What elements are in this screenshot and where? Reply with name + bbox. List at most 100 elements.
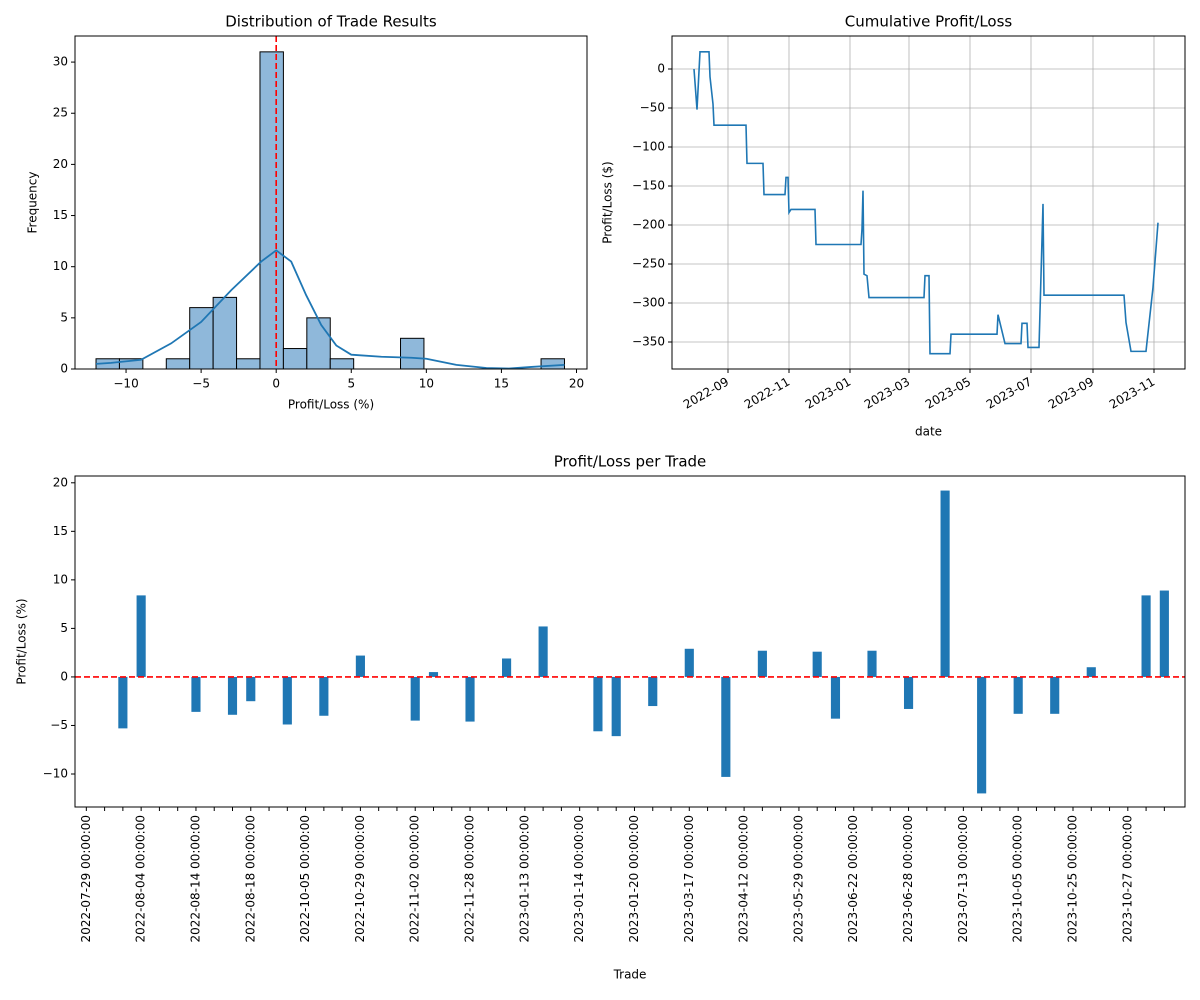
bar [977, 676, 987, 794]
y-tick-label: 20 [53, 475, 68, 489]
y-tick-label: −350 [632, 335, 665, 349]
x-tick-label: 20 [569, 377, 584, 391]
y-tick-label: 15 [53, 524, 68, 538]
x-tick-label: 2023-07-13 00:00:00 [956, 815, 970, 942]
x-tick-label: 2023-03 [862, 375, 912, 412]
axes-frame [74, 475, 1186, 808]
x-tick-label: 2023-01 [803, 375, 853, 412]
bar [118, 676, 128, 729]
x-tick-label: 2023-04-12 00:00:00 [737, 815, 751, 942]
bar [757, 650, 767, 677]
x-tick-label: 2023-07 [984, 375, 1034, 412]
y-tick-label: −50 [640, 100, 665, 114]
y-tick-label: −250 [632, 257, 665, 271]
x-tick-label: 5 [347, 377, 355, 391]
y-tick-label: 30 [53, 55, 68, 69]
bar [355, 655, 365, 677]
y-tick-label: 20 [53, 157, 68, 171]
bar [593, 676, 603, 732]
bar [1159, 590, 1169, 677]
x-tick-label: 2022-11-02 00:00:00 [408, 815, 422, 942]
bar [903, 676, 914, 709]
x-tick-label: 2023-11 [1107, 375, 1157, 412]
chart-title: Cumulative Profit/Loss [845, 13, 1013, 31]
bar [648, 676, 658, 707]
histogram-bar [329, 358, 355, 370]
x-axis-label: Profit/Loss (%) [288, 398, 374, 412]
bar [465, 676, 475, 722]
x-tick-label: 2023-01-14 00:00:00 [572, 815, 586, 942]
histogram-bar [165, 358, 191, 370]
x-tick-label: 2023-10-25 00:00:00 [1065, 815, 1079, 942]
histogram-bar [306, 317, 331, 370]
x-tick-label: 10 [419, 377, 434, 391]
x-tick-label: 2023-03-17 00:00:00 [682, 815, 696, 942]
bar [410, 676, 420, 721]
y-tick-label: −300 [632, 296, 665, 310]
x-tick-label: 2023-10-05 00:00:00 [1011, 815, 1025, 942]
x-tick-label: 2023-01-20 00:00:00 [627, 815, 641, 942]
x-tick-label: 2023-09 [1046, 375, 1096, 412]
x-tick-label: 2022-07-29 00:00:00 [79, 815, 93, 942]
histogram-bar [400, 337, 425, 370]
bar [502, 658, 512, 677]
x-axis-label: date [915, 425, 942, 439]
y-tick-label: 0 [657, 61, 665, 75]
y-tick-label: −10 [43, 766, 68, 780]
bar [538, 626, 548, 677]
x-tick-label: 2022-08-04 00:00:00 [134, 815, 148, 942]
histogram-bar [259, 51, 284, 370]
x-tick-label: 2022-10-29 00:00:00 [353, 815, 367, 942]
x-tick-label: 2022-09 [681, 375, 731, 412]
x-tick-label: 2022-11-28 00:00:00 [463, 815, 477, 942]
bar [1086, 667, 1096, 677]
bar [812, 651, 822, 677]
bar [684, 648, 694, 677]
x-tick-label: −5 [192, 377, 210, 391]
x-tick-label: 2023-10-27 00:00:00 [1120, 815, 1134, 942]
histogram-bar [540, 358, 565, 370]
axes-frame [74, 35, 588, 370]
chart-title: Profit/Loss per Trade [554, 453, 707, 471]
y-tick-label: −200 [632, 218, 665, 232]
y-tick-label: −100 [632, 140, 665, 154]
y-tick-label: 5 [60, 621, 68, 635]
x-tick-label: 2022-11 [742, 375, 792, 412]
bar [940, 490, 950, 677]
x-tick-label: 2023-06-28 00:00:00 [901, 815, 915, 942]
y-tick-label: 25 [53, 106, 68, 120]
axes-frame [671, 35, 1186, 370]
y-axis-label: Frequency [26, 172, 40, 234]
x-tick-label: 2022-10-05 00:00:00 [298, 815, 312, 942]
y-tick-label: 0 [60, 669, 68, 683]
kde-line [95, 249, 565, 370]
histogram-bar [189, 307, 214, 370]
bar [246, 676, 256, 702]
bar [319, 676, 329, 716]
bar [830, 676, 841, 719]
bar [227, 676, 238, 715]
bar [1050, 676, 1060, 714]
bar [1013, 676, 1023, 714]
bar [191, 676, 201, 712]
x-tick-label: 2023-06-22 00:00:00 [846, 815, 860, 942]
chart-title: Distribution of Trade Results [225, 13, 437, 31]
bar [136, 595, 146, 677]
y-tick-label: 5 [60, 310, 68, 324]
x-tick-label: 0 [272, 377, 280, 391]
histogram-bar [236, 358, 261, 370]
histogram-bar [212, 296, 238, 370]
x-tick-label: 2023-05 [923, 375, 973, 412]
line [693, 51, 1159, 355]
x-tick-label: −10 [113, 377, 138, 391]
y-axis-label: Profit/Loss (%) [15, 598, 29, 684]
x-tick-label: 2022-08-18 00:00:00 [243, 815, 257, 942]
x-tick-label: 15 [494, 377, 509, 391]
y-tick-label: 15 [53, 208, 68, 222]
bar [721, 676, 731, 777]
y-tick-label: 10 [53, 259, 68, 273]
y-tick-label: −150 [632, 179, 665, 193]
y-tick-label: −5 [50, 718, 68, 732]
x-tick-label: 2023-01-13 00:00:00 [517, 815, 531, 942]
